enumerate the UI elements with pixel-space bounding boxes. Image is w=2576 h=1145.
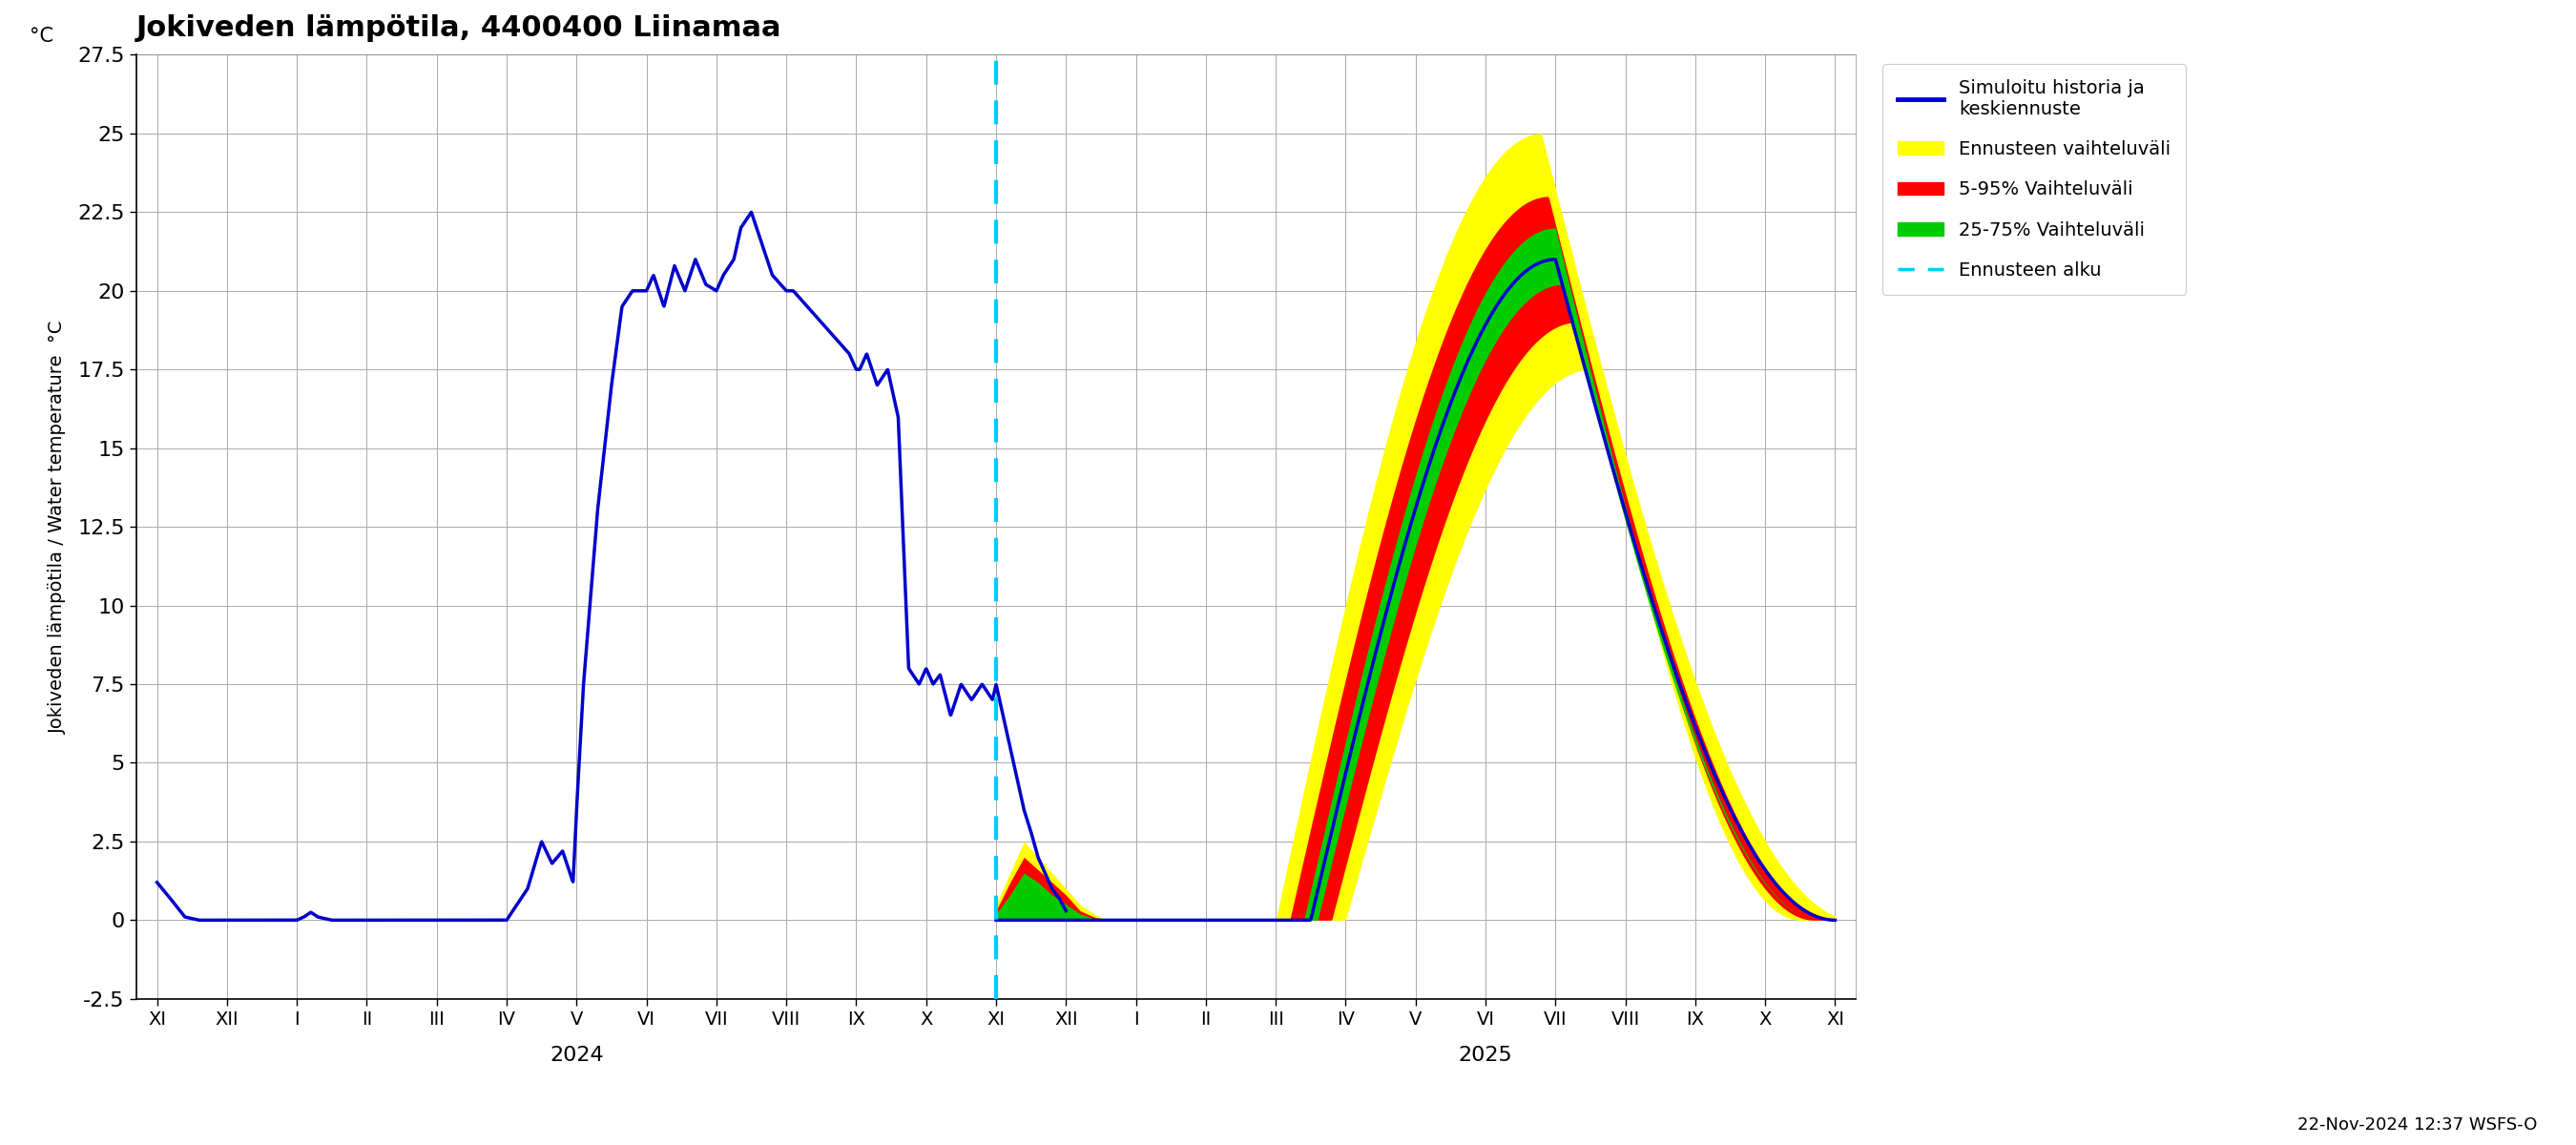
Text: 2025: 2025 <box>1458 1047 1512 1065</box>
Text: 22-Nov-2024 12:37 WSFS-O: 22-Nov-2024 12:37 WSFS-O <box>2298 1116 2537 1134</box>
Text: Jokiveden lämpötila, 4400400 Liinamaa: Jokiveden lämpötila, 4400400 Liinamaa <box>137 14 781 42</box>
Text: 2024: 2024 <box>549 1047 603 1065</box>
Y-axis label: Jokiveden lämpötila / Water temperature  °C: Jokiveden lämpötila / Water temperature … <box>49 321 67 734</box>
Text: °C: °C <box>28 26 54 46</box>
Legend: Simuloitu historia ja
keskiennuste, Ennusteen vaihteluväli, 5-95% Vaihteluväli, : Simuloitu historia ja keskiennuste, Ennu… <box>1883 64 2184 294</box>
